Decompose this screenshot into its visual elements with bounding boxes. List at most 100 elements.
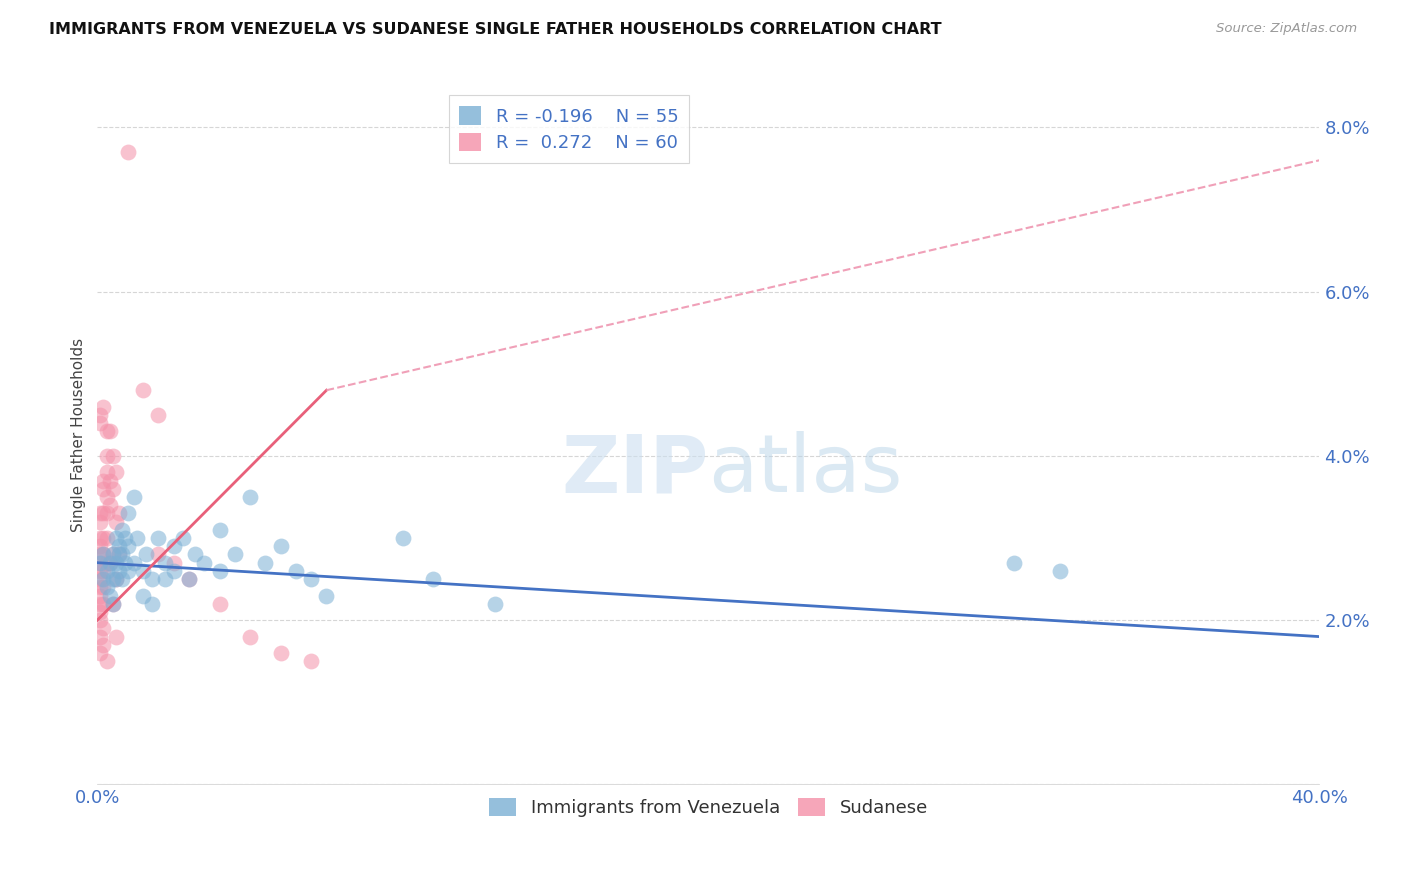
Point (148, 548, 170, 562)
Point (163, 564, 186, 578)
Point (135, 548, 157, 562)
Point (89, 564, 111, 578)
Point (98, 474, 121, 488)
Point (89, 646, 111, 660)
Point (89, 580, 111, 594)
Point (177, 572, 200, 586)
Point (101, 548, 124, 562)
Point (93, 638, 115, 652)
Point (392, 531, 415, 545)
Point (89, 548, 111, 562)
Point (93, 621, 115, 635)
Y-axis label: Single Father Households: Single Father Households (72, 338, 86, 533)
Point (89, 539, 111, 553)
Point (315, 589, 337, 603)
Point (122, 556, 145, 570)
Point (117, 539, 139, 553)
Point (148, 408, 170, 422)
Point (153, 556, 176, 570)
Point (484, 597, 506, 611)
Point (101, 597, 124, 611)
Text: atlas: atlas (709, 432, 903, 509)
Point (163, 539, 186, 553)
Point (96, 556, 118, 570)
Point (96, 580, 118, 594)
Legend: Immigrants from Venezuela, Sudanese: Immigrants from Venezuela, Sudanese (482, 790, 935, 824)
Point (89, 416, 111, 430)
Point (104, 630, 127, 644)
Point (98, 556, 121, 570)
Point (114, 531, 136, 545)
Point (96, 449, 118, 463)
Point (141, 572, 163, 586)
Point (93, 580, 115, 594)
Point (111, 548, 134, 562)
Point (89, 597, 111, 611)
Point (93, 572, 115, 586)
Point (89, 408, 111, 422)
Point (284, 564, 307, 578)
Point (172, 531, 194, 545)
Text: IMMIGRANTS FROM VENEZUELA VS SUDANESE SINGLE FATHER HOUSEHOLDS CORRELATION CHART: IMMIGRANTS FROM VENEZUELA VS SUDANESE SI… (49, 22, 942, 37)
Point (104, 466, 127, 480)
Point (208, 564, 231, 578)
Point (177, 572, 200, 586)
Point (93, 548, 115, 562)
Point (98, 556, 121, 570)
Point (93, 400, 115, 414)
Point (89, 613, 111, 627)
Point (96, 531, 118, 545)
Point (101, 572, 124, 586)
Point (132, 589, 155, 603)
Point (107, 548, 129, 562)
Point (101, 548, 124, 562)
Point (163, 556, 186, 570)
Point (89, 556, 111, 570)
Point (93, 507, 115, 521)
Point (132, 564, 155, 578)
Point (122, 490, 145, 504)
Point (93, 548, 115, 562)
Point (208, 523, 231, 537)
Point (107, 564, 129, 578)
Point (89, 507, 111, 521)
Point (422, 572, 444, 586)
Text: ZIP: ZIP (561, 432, 709, 509)
Point (141, 597, 163, 611)
Point (270, 646, 292, 660)
Point (96, 425, 118, 439)
Point (153, 572, 176, 586)
Point (299, 654, 322, 668)
Point (89, 531, 111, 545)
Point (89, 572, 111, 586)
Point (1002, 556, 1025, 570)
Point (104, 556, 127, 570)
Point (104, 515, 127, 529)
Point (93, 597, 115, 611)
Point (96, 490, 118, 504)
Point (132, 383, 155, 397)
Point (89, 605, 111, 619)
Point (117, 145, 139, 159)
Point (98, 589, 121, 603)
Point (98, 498, 121, 512)
Point (107, 548, 129, 562)
Text: Source: ZipAtlas.com: Source: ZipAtlas.com (1216, 22, 1357, 36)
Point (224, 548, 246, 562)
Point (208, 597, 231, 611)
Point (114, 556, 136, 570)
Point (104, 572, 127, 586)
Point (239, 630, 262, 644)
Point (93, 474, 115, 488)
Point (89, 515, 111, 529)
Point (98, 425, 121, 439)
Point (101, 482, 124, 496)
Point (104, 531, 127, 545)
Point (107, 507, 129, 521)
Point (93, 482, 115, 496)
Point (107, 539, 129, 553)
Point (239, 490, 262, 504)
Point (93, 564, 115, 578)
Point (270, 539, 292, 553)
Point (1049, 564, 1071, 578)
